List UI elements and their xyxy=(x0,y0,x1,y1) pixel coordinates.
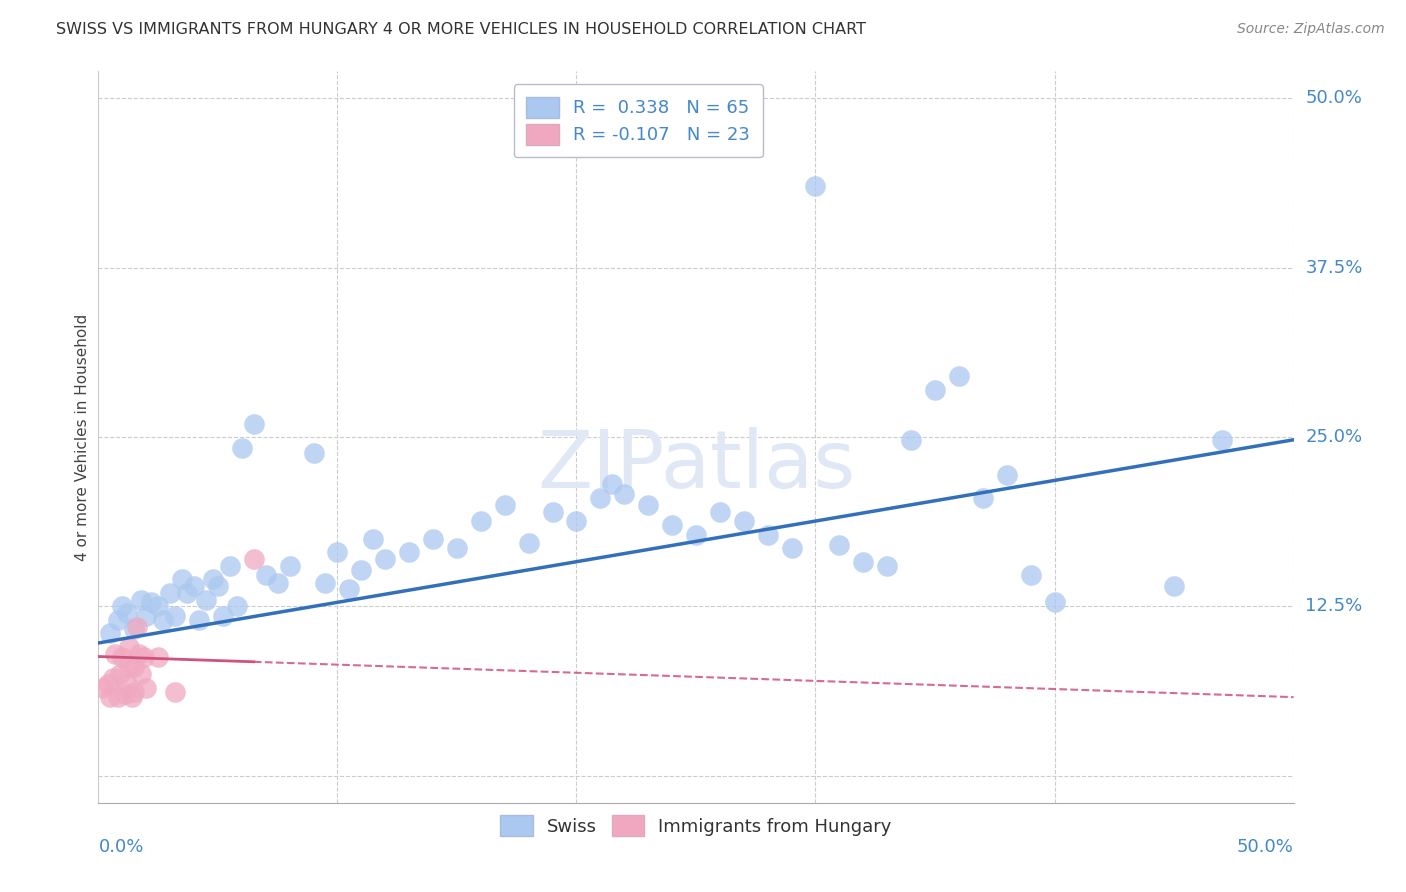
Point xyxy=(132,649,155,664)
Point xyxy=(589,491,612,505)
Point xyxy=(148,649,170,664)
Point xyxy=(121,690,143,705)
Point xyxy=(131,667,153,681)
Point xyxy=(756,527,779,541)
Text: SWISS VS IMMIGRANTS FROM HUNGARY 4 OR MORE VEHICLES IN HOUSEHOLD CORRELATION CHA: SWISS VS IMMIGRANTS FROM HUNGARY 4 OR MO… xyxy=(56,22,866,37)
Point xyxy=(128,647,150,661)
Text: ZIPatlas: ZIPatlas xyxy=(537,427,855,506)
Point xyxy=(207,579,229,593)
Text: 25.0%: 25.0% xyxy=(1306,428,1362,446)
Point xyxy=(163,608,186,623)
Point xyxy=(541,505,564,519)
Point xyxy=(124,623,146,637)
Point xyxy=(1163,579,1185,593)
Point xyxy=(195,592,218,607)
Point xyxy=(852,555,875,569)
Point xyxy=(183,579,205,593)
Point xyxy=(267,576,290,591)
Point xyxy=(995,468,1018,483)
Point xyxy=(363,532,385,546)
Point xyxy=(948,369,970,384)
Point xyxy=(91,681,114,695)
Point xyxy=(111,599,134,614)
Point xyxy=(398,545,420,559)
Point xyxy=(374,552,396,566)
Point xyxy=(114,688,136,702)
Point xyxy=(470,514,492,528)
Point xyxy=(124,684,146,698)
Point xyxy=(226,599,249,614)
Point xyxy=(494,498,516,512)
Point xyxy=(302,446,325,460)
Point xyxy=(172,572,194,586)
Legend: Swiss, Immigrants from Hungary: Swiss, Immigrants from Hungary xyxy=(491,806,901,845)
Point xyxy=(972,491,994,505)
Point xyxy=(326,545,349,559)
Point xyxy=(350,563,373,577)
Point xyxy=(733,514,755,528)
Point xyxy=(231,441,253,455)
Point xyxy=(243,552,266,566)
Point xyxy=(139,595,162,609)
Point xyxy=(187,613,209,627)
Point xyxy=(602,477,624,491)
Point xyxy=(661,518,683,533)
Text: Source: ZipAtlas.com: Source: ZipAtlas.com xyxy=(1237,22,1385,37)
Point xyxy=(339,582,361,596)
Point xyxy=(131,592,153,607)
Point xyxy=(124,660,146,674)
Point xyxy=(278,558,301,573)
Point xyxy=(125,620,148,634)
Point xyxy=(422,532,444,546)
Point xyxy=(1211,433,1233,447)
Point xyxy=(108,667,131,681)
Point xyxy=(315,576,337,591)
Point xyxy=(828,538,851,552)
Point xyxy=(900,433,922,447)
Point xyxy=(148,599,170,614)
Point xyxy=(101,671,124,685)
Point xyxy=(163,684,186,698)
Point xyxy=(107,613,129,627)
Text: 12.5%: 12.5% xyxy=(1306,598,1362,615)
Text: 0.0%: 0.0% xyxy=(98,838,143,856)
Point xyxy=(613,487,636,501)
Point xyxy=(1043,595,1066,609)
Point xyxy=(135,681,157,695)
Text: 50.0%: 50.0% xyxy=(1237,838,1294,856)
Point xyxy=(804,179,827,194)
Point xyxy=(637,498,659,512)
Point xyxy=(98,690,122,705)
Point xyxy=(1019,568,1042,582)
Point xyxy=(111,649,134,664)
Y-axis label: 4 or more Vehicles in Household: 4 or more Vehicles in Household xyxy=(75,313,90,561)
Point xyxy=(924,383,946,397)
Point xyxy=(517,535,540,549)
Point xyxy=(254,568,277,582)
Point xyxy=(243,417,266,431)
Point xyxy=(118,640,141,654)
Text: 50.0%: 50.0% xyxy=(1306,89,1362,107)
Point xyxy=(565,514,588,528)
Point xyxy=(211,608,233,623)
Point xyxy=(780,541,803,556)
Point xyxy=(118,660,141,674)
Point xyxy=(876,558,898,573)
Point xyxy=(115,676,138,690)
Point xyxy=(202,572,225,586)
Point xyxy=(115,606,138,620)
Point xyxy=(159,586,181,600)
Point xyxy=(97,676,120,690)
Point xyxy=(104,647,127,661)
Point xyxy=(685,527,707,541)
Text: 37.5%: 37.5% xyxy=(1306,259,1362,277)
Point xyxy=(709,505,731,519)
Point xyxy=(152,613,174,627)
Point xyxy=(219,558,242,573)
Point xyxy=(176,586,198,600)
Point xyxy=(107,690,129,705)
Point xyxy=(135,608,157,623)
Point xyxy=(446,541,468,556)
Point xyxy=(98,626,122,640)
